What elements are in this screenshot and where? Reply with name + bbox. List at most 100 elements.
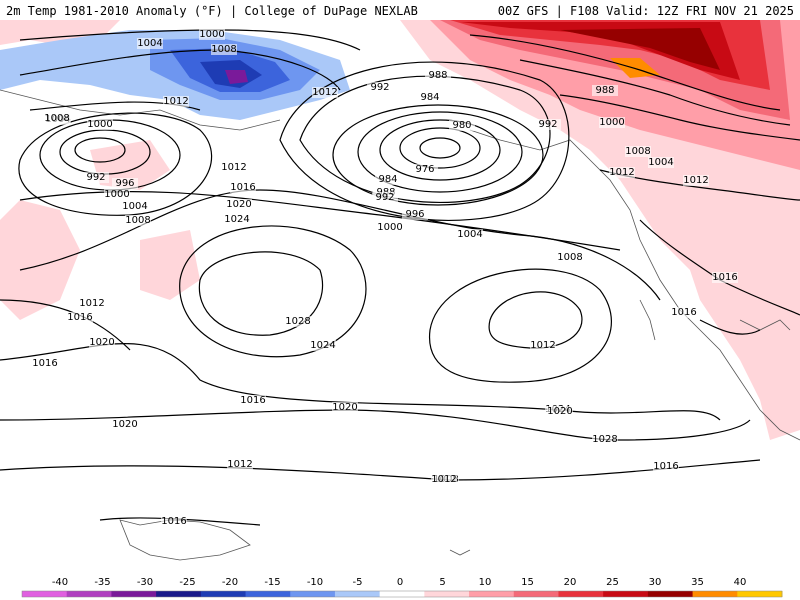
isobar-label: 1016 [671,307,696,318]
isobar-label: 1012 [312,87,337,98]
isobar-label-bg [530,340,556,351]
colorbar-tick-label: 5 [439,577,445,588]
coastlines [0,89,800,561]
isobar-label-bg [137,38,163,49]
isobar-label-bg [332,402,358,413]
isobar-label: 1008 [44,113,69,124]
isobar-label-bg [310,340,336,351]
isobar-label-bg [653,461,679,472]
isobar-label-bg [417,92,443,103]
colorbar-swatch [603,591,649,597]
isobar-label: 1028 [592,434,617,445]
isobar-label-bg [226,199,252,210]
isobar-label-bg [83,172,109,183]
colorbar-swatch [379,591,425,597]
isobar-label: 1012 [227,459,252,470]
colorbar-swatch [66,591,112,597]
isobar-label-bg [648,157,674,168]
isobar-label-bg [377,222,403,233]
isobar-label: 1016 [230,182,255,193]
isobar-label-bg [104,189,130,200]
isobar-label: 1000 [199,29,224,40]
colorbar-tick-label: -40 [52,577,68,588]
colorbar-tick-label: 0 [397,577,403,588]
isobar-label: 1016 [161,516,186,527]
colorbar-swatch [647,591,694,597]
isobar-label-bg [375,174,401,185]
isobar-label: 1016 [712,272,737,283]
isobar-label-bg [163,96,189,107]
isobar-label: 1008 [625,146,650,157]
isobar-label: 984 [378,174,397,185]
isobar-label-bg [199,29,225,40]
isobar-label: 1012 [221,162,246,173]
colorbar-swatch [737,591,783,597]
isobar-label-bg [230,182,256,193]
colorbar-swatch [200,591,247,597]
isobar-label: 1016 [240,395,265,406]
colorbar-tick-label: -20 [222,577,238,588]
colorbar-tick-label: -30 [137,577,153,588]
isobar-label: 1008 [211,44,236,55]
isobar-label-bg [125,215,151,226]
colorbar-swatch [22,591,68,597]
isobar-label-bg [161,516,187,527]
colorbar-swatch [513,591,559,597]
isobar-label: 988 [428,70,447,81]
isobar-label-bg [671,307,697,318]
colorbar-tick-label: 15 [521,577,534,588]
isobar-label-bg [535,119,561,130]
isobar-label-bg [449,120,475,131]
isobar-label-bg [240,395,266,406]
isobar-label: 1024 [224,214,249,225]
isobar-label: 1008 [125,215,150,226]
isobar-label-bg [112,419,138,430]
isobar-label-bg [367,82,393,93]
isobar-label: 1012 [683,175,708,186]
isobar-label-bg [372,192,398,203]
isobar-label: 1008 [557,252,582,263]
isobar-label: 1004 [457,229,482,240]
isobar-label: 976 [415,164,434,175]
colorbar-swatch [692,591,738,597]
isobar-label: 992 [370,82,389,93]
isobar-label: 1016 [67,312,92,323]
colorbar-swatch [558,591,604,597]
isobar-label-bg [425,70,451,81]
isobar-label: 1012 [530,340,555,351]
isobar-label: 1012 [609,167,634,178]
isobar-label-bg [402,209,428,220]
isobar-label-bg [312,87,338,98]
isobar-label: 984 [420,92,439,103]
isobar-label-bg [89,337,115,348]
colorbar-tick-label: 30 [649,577,662,588]
colorbar-swatch [469,591,515,597]
isobar-label: 992 [86,172,105,183]
colorbar: -40 -35 -30 -25 -20 -15 -10 -5 0 5 10 15 20 25 30 35 40 [0,575,800,600]
isobar-label: 1000 [104,189,129,200]
isobar-label: 1012 [163,96,188,107]
colorbar-tick-label: -5 [353,577,363,588]
isobar-label-bg [227,459,253,470]
colorbar-tick-label: 25 [606,577,619,588]
isobar-label-bg [609,167,635,178]
isobar-label-bg [592,434,618,445]
colorbar-tick-label: -35 [94,577,110,588]
isobar-label: 996 [405,209,424,220]
colorbar-swatch [245,591,291,597]
isobar-label: 1020 [112,419,137,430]
isobar-label: 1020 [89,337,114,348]
isobar-label-bg [221,162,247,173]
colorbar-swatch [424,591,470,597]
colorbar-tick-label: 35 [691,577,704,588]
isobar-label: 1016 [653,461,678,472]
colorbar-swatch [111,591,157,597]
isobar-label: 1020 [332,402,357,413]
isobar-label: 1004 [648,157,673,168]
isobar-label-bg [625,146,651,157]
colorbar-swatch [156,591,202,597]
isobar-label-bg [87,119,113,130]
isobar-label-bg [457,229,483,240]
isobar-label: 988 [595,85,614,96]
map-title: 2m Temp 1981-2010 Anomaly (°F) | College… [6,4,418,18]
